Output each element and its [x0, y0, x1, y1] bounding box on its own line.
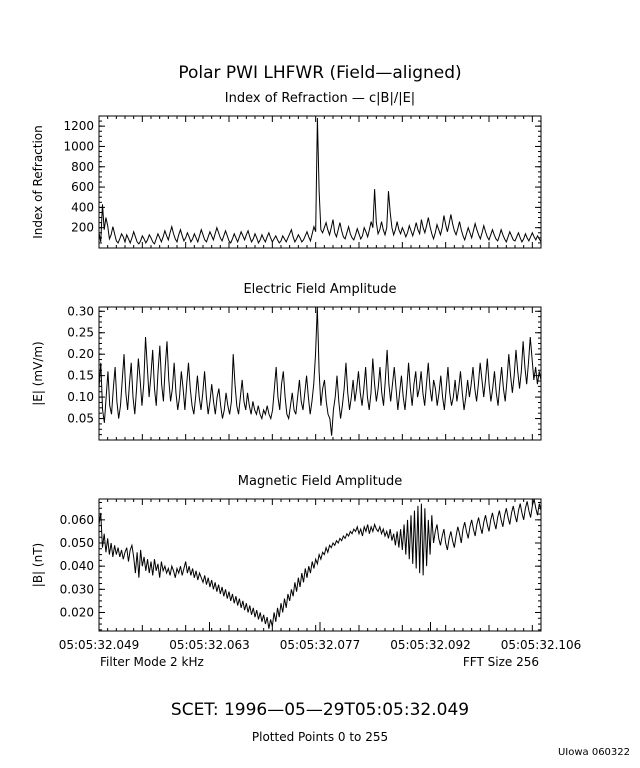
chart-title: Index of Refraction — c|B|/|E|	[225, 91, 415, 106]
chart-panel-2: Electric Field Amplitude |E| (mV/m) 0.05 0.…	[31, 282, 542, 441]
y-tick-label: 1200	[63, 119, 94, 133]
y-tick-label: 1000	[63, 139, 94, 153]
y-tick-label: 0.20	[67, 347, 94, 361]
y-tick-label: 0.05	[67, 412, 94, 426]
plot-frame	[98, 498, 542, 632]
y-tick-label: 400	[71, 200, 94, 214]
y-axis-label: |B| (nT)	[31, 543, 45, 587]
chart-panel-1: Index of Refraction — c|B|/|E| Index of R…	[31, 91, 542, 249]
y-tick-label: 0.15	[67, 369, 94, 383]
x-tick-label: 05:05:32.049	[59, 638, 140, 652]
plot-frame	[98, 115, 542, 249]
y-tick-label: 0.030	[60, 582, 94, 596]
chart-title: Magnetic Field Amplitude	[238, 474, 402, 489]
y-tick-label: 0.30	[67, 304, 94, 318]
y-tick-label: 0.020	[60, 605, 94, 619]
y-axis-label: Index of Refraction	[31, 125, 45, 239]
y-tick-label: 0.25	[67, 326, 94, 340]
scet-label: SCET: 1996—05—29T05:05:32.049	[171, 700, 469, 720]
series-line-index	[99, 118, 541, 245]
x-tick-label: 05:05:32.063	[169, 638, 250, 652]
y-tick-label: 0.10	[67, 390, 94, 404]
y-tick-label: 800	[71, 160, 94, 174]
x-tick-label: 05:05:32.077	[280, 638, 361, 652]
plot-frame	[98, 306, 542, 441]
credit-label: UIowa 060322	[558, 747, 630, 758]
y-tick-label: 0.040	[60, 559, 94, 573]
x-tick-label: 05:05:32.106	[501, 638, 582, 652]
main-title: Polar PWI LHFWR (Field—aligned)	[178, 63, 461, 83]
y-axis-label: |E| (mV/m)	[31, 341, 45, 405]
series-line-B	[99, 499, 541, 629]
plotted-points-label: Plotted Points 0 to 255	[252, 730, 388, 744]
y-tick-label: 0.050	[60, 536, 94, 550]
y-tick-label: 0.060	[60, 513, 94, 527]
fft-size-label: FFT Size 256	[463, 655, 539, 669]
y-tick-label: 200	[71, 221, 94, 235]
y-tick-label: 600	[71, 180, 94, 194]
filter-mode-label: Filter Mode 2 kHz	[100, 655, 204, 669]
chart-title: Electric Field Amplitude	[243, 282, 396, 297]
series-line-E	[99, 307, 541, 436]
x-tick-label: 05:05:32.092	[390, 638, 471, 652]
chart-panel-3: Magnetic Field Amplitude |B| (nT) 0.020 0.0…	[31, 474, 581, 652]
